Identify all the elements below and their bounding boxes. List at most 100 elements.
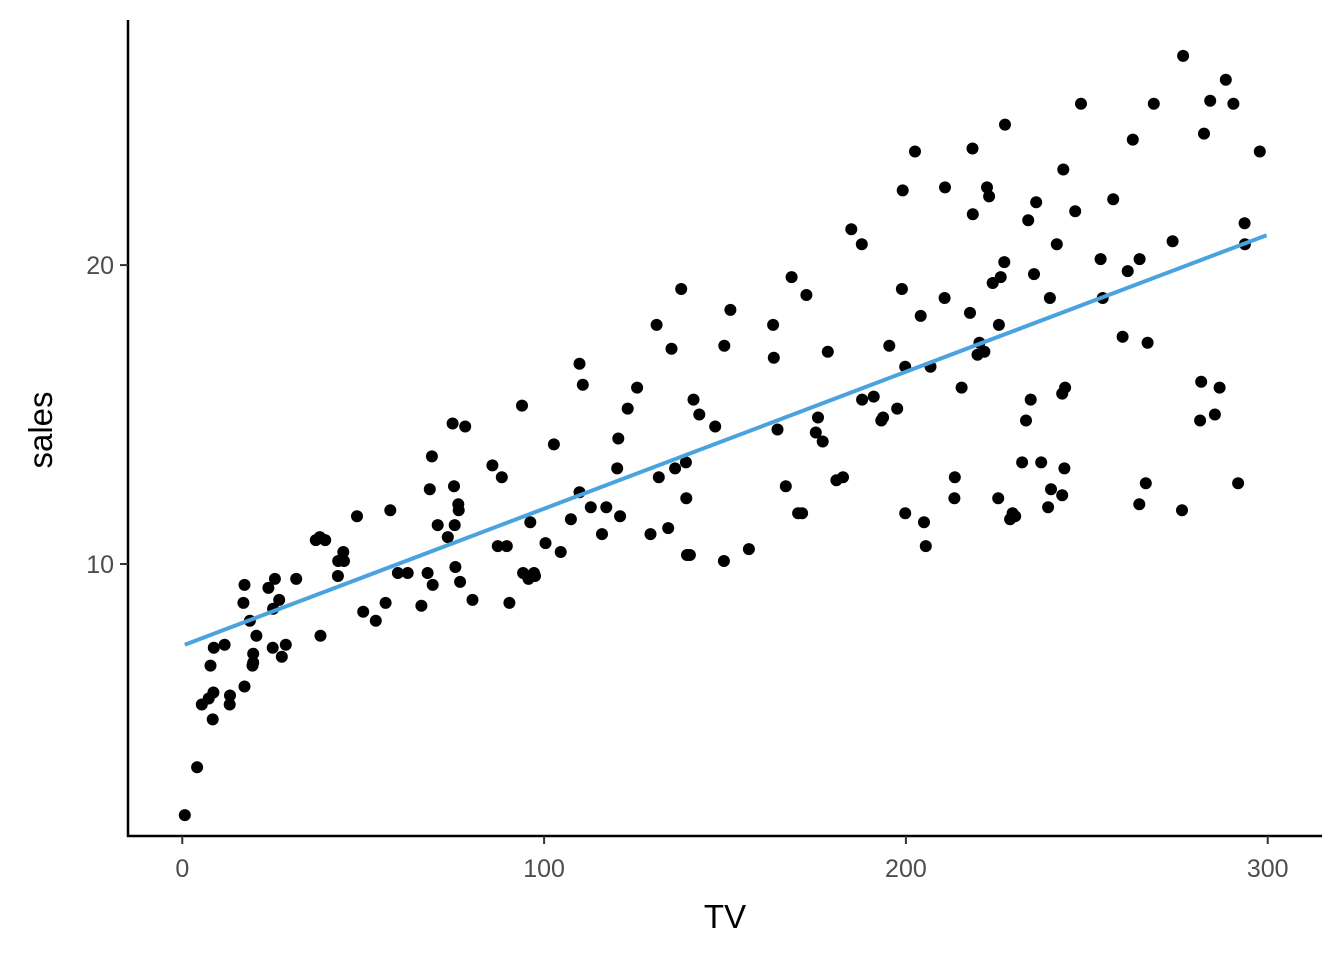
data-point — [351, 510, 363, 523]
data-point — [771, 423, 784, 436]
data-point — [966, 142, 979, 155]
data-point — [431, 519, 444, 532]
data-point — [652, 471, 665, 484]
data-point — [448, 480, 460, 493]
data-point — [662, 522, 675, 535]
data-point — [423, 483, 436, 496]
data-point — [693, 408, 706, 421]
data-point — [268, 572, 281, 585]
data-point — [665, 342, 678, 355]
data-point — [516, 399, 528, 412]
data-point — [779, 480, 792, 493]
data-point — [441, 531, 454, 544]
data-point — [1141, 336, 1154, 349]
data-point — [452, 504, 465, 517]
data-point — [644, 528, 657, 541]
data-point — [679, 456, 692, 469]
data-point — [1075, 97, 1087, 110]
data-point — [1177, 49, 1190, 62]
data-point — [1059, 381, 1072, 394]
data-point — [650, 318, 663, 331]
data-point — [273, 593, 286, 606]
data-point — [680, 492, 693, 505]
data-point — [1069, 205, 1082, 218]
data-point — [500, 540, 513, 553]
x-axis-title: TV — [704, 898, 746, 935]
data-point — [1126, 133, 1139, 146]
data-point — [275, 650, 288, 663]
data-point — [238, 578, 251, 591]
data-point — [495, 471, 508, 484]
data-point — [909, 145, 921, 158]
data-point — [675, 283, 688, 295]
data-point — [1176, 504, 1188, 517]
data-point — [369, 614, 382, 627]
data-point — [1139, 477, 1152, 490]
data-point — [338, 555, 350, 567]
data-point — [816, 435, 829, 448]
data-point — [204, 659, 217, 672]
data-point — [621, 402, 634, 415]
data-point — [631, 381, 644, 394]
data-point — [576, 378, 589, 391]
data-point — [614, 510, 627, 523]
data-point — [717, 555, 730, 567]
data-point — [612, 432, 625, 445]
data-point — [191, 761, 204, 774]
fit-line-layer — [184, 233, 1268, 647]
data-point — [978, 345, 991, 358]
data-point — [994, 271, 1007, 284]
data-point — [1213, 381, 1226, 394]
data-point — [426, 578, 439, 591]
data-point — [449, 561, 462, 573]
data-point — [999, 118, 1011, 131]
data-point — [384, 504, 397, 517]
data-point — [1198, 127, 1210, 140]
data-point — [1030, 196, 1043, 209]
data-point — [809, 426, 822, 439]
data-point — [266, 641, 279, 654]
data-point — [724, 303, 737, 316]
data-point — [503, 596, 516, 609]
data-point — [785, 271, 798, 284]
data-point — [914, 309, 927, 322]
data-point — [1232, 477, 1245, 490]
data-point — [1028, 268, 1040, 281]
data-point — [337, 546, 350, 558]
data-point — [683, 549, 696, 561]
data-point — [1094, 253, 1107, 266]
x-tick-label: 200 — [885, 855, 927, 883]
data-point — [1057, 163, 1070, 176]
data-point — [837, 471, 849, 484]
data-point — [919, 540, 932, 553]
data-point — [709, 420, 722, 433]
data-point — [262, 581, 275, 594]
data-point — [687, 393, 700, 406]
data-point — [596, 528, 608, 541]
data-point — [224, 689, 236, 702]
data-point — [1133, 498, 1146, 511]
data-point — [1253, 145, 1266, 158]
data-point — [1219, 73, 1232, 86]
data-point — [454, 575, 467, 588]
x-tick-label: 0 — [175, 855, 189, 883]
data-point — [573, 357, 586, 370]
data-point — [767, 351, 780, 364]
data-point — [207, 686, 220, 699]
data-point — [955, 381, 968, 394]
data-point — [247, 656, 260, 669]
data-point — [983, 190, 996, 203]
data-point — [1016, 456, 1029, 469]
data-point — [845, 223, 858, 236]
data-point — [331, 570, 344, 582]
data-point — [554, 546, 567, 558]
data-point — [1208, 408, 1221, 421]
data-point — [883, 339, 896, 352]
data-point — [998, 256, 1011, 269]
data-point — [539, 537, 552, 550]
data-point — [237, 596, 250, 609]
data-point — [1045, 483, 1057, 496]
axes-layer: 0 100 200 300 10 20 — [86, 20, 1322, 883]
data-point — [290, 572, 303, 585]
